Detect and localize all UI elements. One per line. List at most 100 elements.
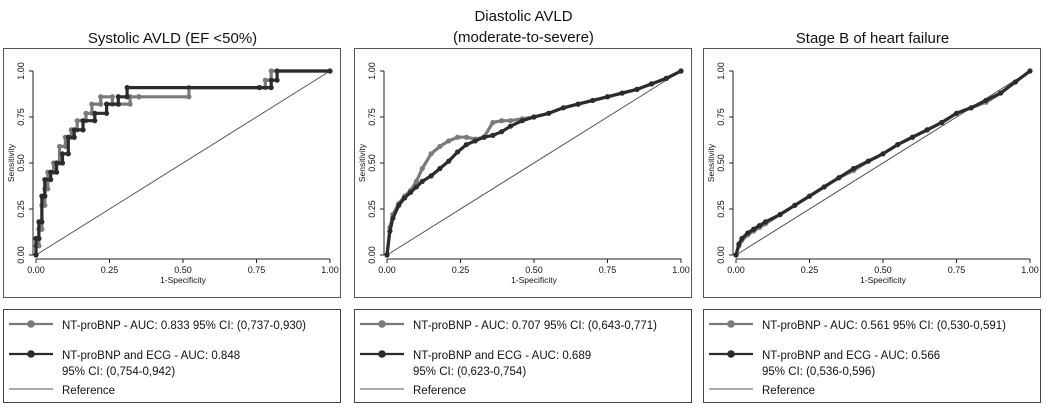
roc-point-ecg xyxy=(446,158,452,164)
legend: NT-proBNP - AUC: 0.561 95% CI: (0,530-0,… xyxy=(703,309,1041,403)
roc-point-ecg xyxy=(53,169,60,175)
roc-plot: 0.00 0.25 0.50 0.75 1.00 0.00 0.25 0.50 0.75 1.00… xyxy=(706,62,1039,285)
roc-point-ecg xyxy=(604,94,611,100)
roc-point-ecg xyxy=(968,105,974,111)
roc-point-ntprobnp xyxy=(56,143,63,150)
y-tick-label: 0.00 xyxy=(367,246,377,264)
y-tick-label: 1.00 xyxy=(716,62,726,80)
roc-point-ecg xyxy=(71,134,77,140)
roc-point-ecg xyxy=(256,84,263,91)
roc-point-ecg xyxy=(499,129,505,135)
y-tick-label: 0.50 xyxy=(716,154,726,172)
reference-line xyxy=(386,70,682,256)
y-axis-title: Sensitivity xyxy=(6,143,16,182)
roc-point-ntprobnp xyxy=(62,143,68,150)
roc-point-ecg xyxy=(428,173,434,179)
roc-point-ecg xyxy=(751,226,757,232)
roc-point-ecg xyxy=(678,68,684,74)
roc-point-ntprobnp xyxy=(42,202,48,208)
roc-point-ntprobnp xyxy=(446,138,452,144)
roc-point-ecg xyxy=(736,241,742,247)
chart-title: Diastolic AVLD (moderate-to-severe) xyxy=(453,8,594,46)
x-tick-label: 0.00 xyxy=(727,265,745,275)
roc-point-ecg xyxy=(268,84,274,91)
roc-point-ecg xyxy=(1027,68,1033,74)
legend-symbol-ecg xyxy=(9,350,53,358)
roc-point-ecg xyxy=(59,151,66,157)
legend-label-ecg: NT-proBNP and ECG - AUC: 0.689 95% CI: (… xyxy=(413,350,592,378)
roc-point-ecg xyxy=(437,165,443,172)
roc-point-ecg xyxy=(387,228,393,234)
roc-point-ecg xyxy=(998,90,1004,96)
y-tick-label: 0.25 xyxy=(716,200,726,218)
legend: NT-proBNP - AUC: 0.833 95% CI: (0,737-0,… xyxy=(3,309,341,403)
legend-symbol-reference xyxy=(360,388,404,390)
x-tick-label: 0.00 xyxy=(378,265,396,275)
legend-marker-ntprobnp xyxy=(727,320,735,328)
roc-point-ecg xyxy=(490,132,496,138)
roc-point-ecg xyxy=(115,94,121,100)
roc-point-ecg xyxy=(42,176,48,183)
roc-point-ecg xyxy=(663,75,669,81)
roc-point-ecg xyxy=(519,118,525,124)
y-tick-label: 0.75 xyxy=(367,108,377,126)
x-tick-label: 0.50 xyxy=(525,265,543,275)
y-axis-title: Sensitivity xyxy=(357,143,367,182)
x-tick-label: 0.50 xyxy=(174,265,192,275)
roc-point-ecg xyxy=(463,142,469,148)
chart-title: Systolic AVLD (EF <50%) xyxy=(87,30,258,47)
legend-marker-ecg xyxy=(378,350,386,358)
x-tick-label: 0.25 xyxy=(801,265,819,275)
roc-point-ecg xyxy=(756,222,763,229)
roc-point-ecg xyxy=(268,77,274,83)
roc-point-ecg xyxy=(402,195,408,201)
y-tick-label: 0.50 xyxy=(16,154,26,172)
legend-marker-ntprobnp xyxy=(378,320,386,328)
roc-point-ecg xyxy=(274,68,280,74)
roc-point-ecg xyxy=(531,114,537,120)
roc-point-ntprobnp xyxy=(89,101,95,107)
legend-label-reference: Reference xyxy=(62,385,116,397)
roc-plot: 0.00 0.25 0.50 0.75 1.00 0.00 0.25 0.50 0.75 1.00… xyxy=(6,62,339,285)
roc-point-ecg xyxy=(909,134,915,140)
roc-point-ecg xyxy=(634,86,640,92)
x-tick-label: 1.00 xyxy=(1021,265,1039,275)
roc-point-ecg xyxy=(65,151,71,157)
roc-point-ntprobnp xyxy=(39,226,45,232)
roc-point-ecg xyxy=(590,97,596,104)
roc-point-ntprobnp xyxy=(98,94,104,100)
roc-point-ecg xyxy=(472,138,478,144)
roc-point-ecg xyxy=(33,252,39,258)
roc-point-ecg xyxy=(865,158,871,164)
roc-point-ntprobnp xyxy=(262,77,268,83)
legend-symbol-ntprobnp xyxy=(9,320,53,328)
roc-point-ecg xyxy=(895,142,901,148)
roc-point-ecg xyxy=(836,175,842,181)
roc-point-ecg xyxy=(384,252,390,258)
roc-point-ecg xyxy=(53,160,60,166)
roc-point-ecg xyxy=(124,94,130,100)
roc-point-ntprobnp xyxy=(507,118,514,124)
legend-marker-ntprobnp xyxy=(27,320,35,328)
legend-symbol-ntprobnp xyxy=(709,320,753,328)
legend: NT-proBNP - AUC: 0.707 95% CI: (0,643-0,… xyxy=(354,309,692,403)
roc-point-ntprobnp xyxy=(428,151,434,157)
x-tick-label: 0.25 xyxy=(452,265,470,275)
y-tick-label: 0.50 xyxy=(367,154,377,172)
y-tick-label: 1.00 xyxy=(367,62,377,80)
y-tick-label: 0.75 xyxy=(16,108,26,126)
x-tick-label: 1.00 xyxy=(672,265,690,275)
roc-point-ecg xyxy=(777,211,783,218)
roc-point-ecg xyxy=(953,110,960,116)
legend-symbol-reference xyxy=(709,388,753,390)
legend-symbol-reference xyxy=(9,388,53,390)
roc-point-ecg xyxy=(103,110,110,116)
roc-point-ntprobnp xyxy=(98,101,104,107)
y-tick-label: 0.75 xyxy=(716,108,726,126)
roc-point-ecg xyxy=(880,151,886,157)
roc-point-ecg xyxy=(507,123,514,129)
roc-point-ecg xyxy=(124,84,130,91)
roc-point-ecg xyxy=(792,202,798,208)
x-tick-label: 0.50 xyxy=(874,265,892,275)
roc-point-ntprobnp xyxy=(74,118,80,124)
